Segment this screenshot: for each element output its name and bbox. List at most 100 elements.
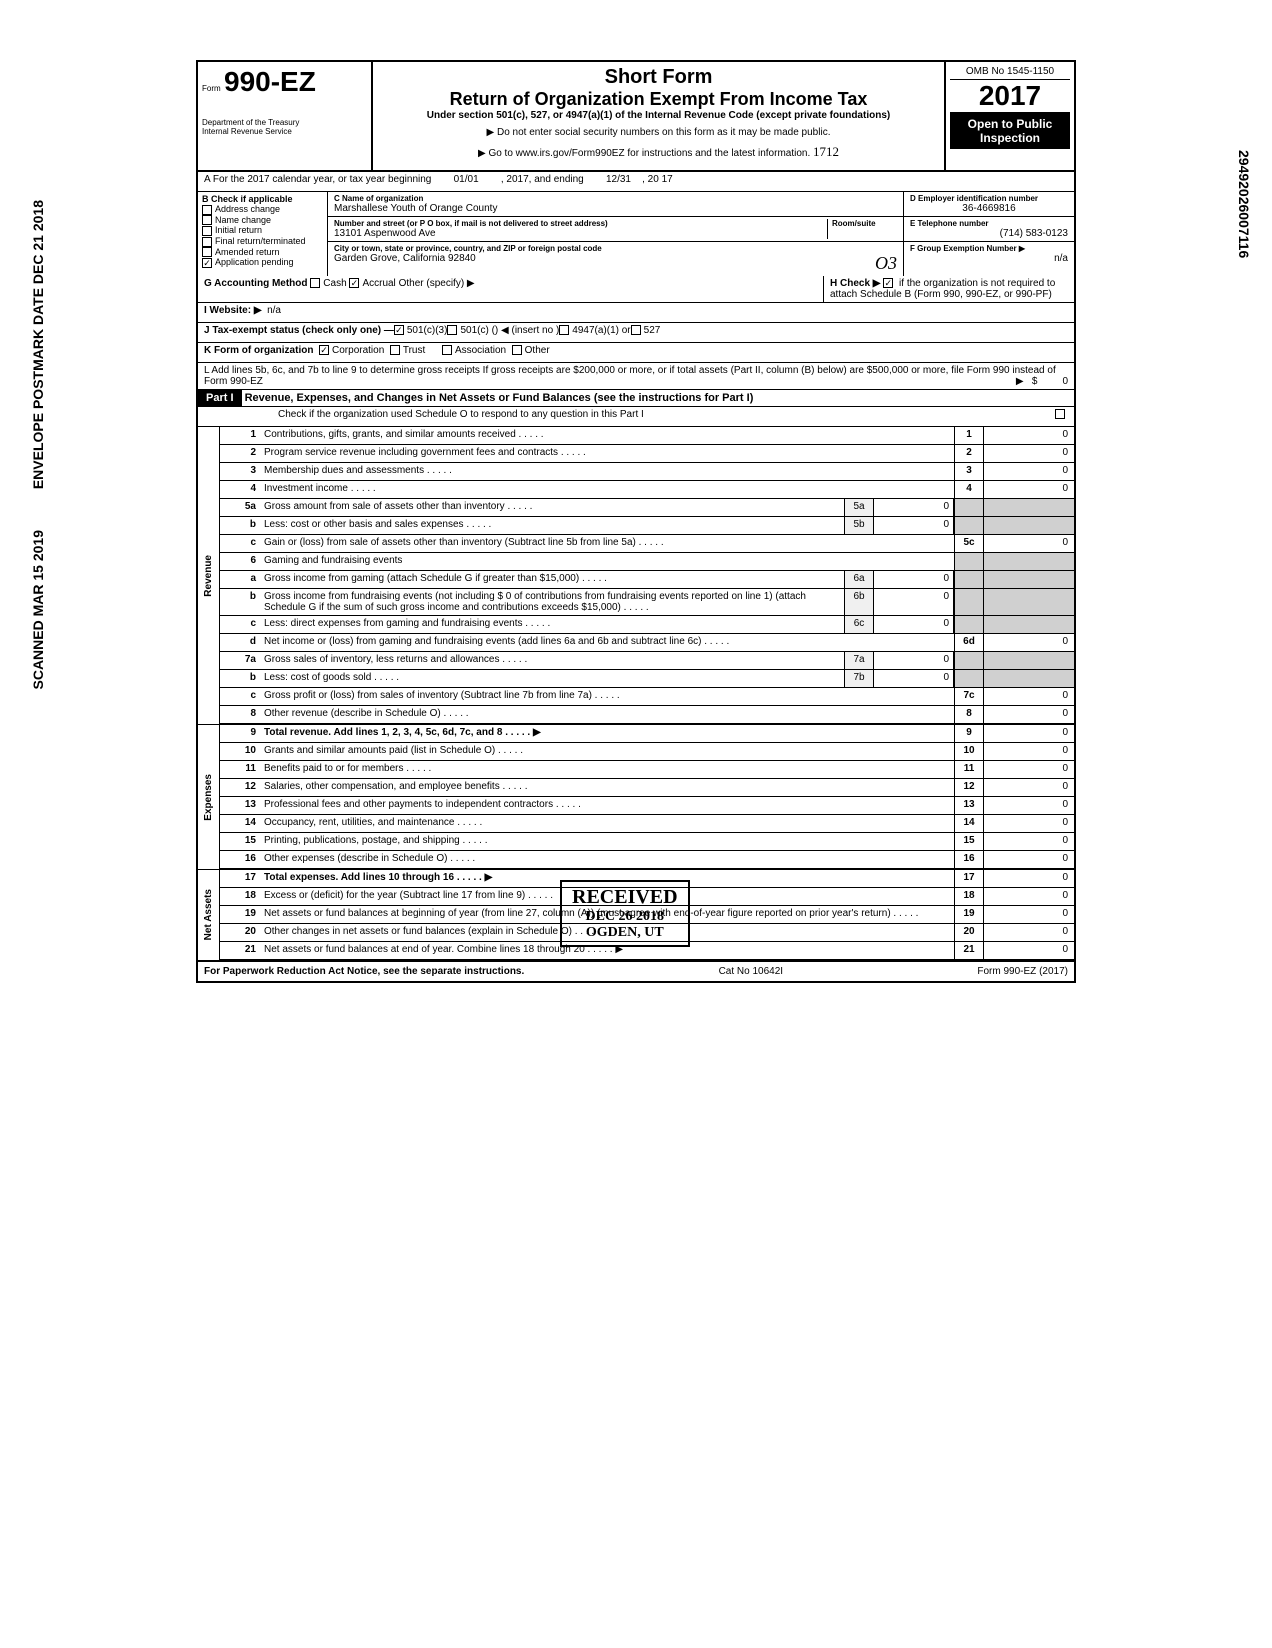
line-7a: 7aGross sales of inventory, less returns… [220,652,1074,670]
gross-receipts: 0 [1062,376,1068,387]
part1-header: Part I Revenue, Expenses, and Changes in… [198,390,1074,407]
trust-checkbox[interactable] [390,345,400,355]
shaded-cell [954,499,984,516]
line-description: Other revenue (describe in Schedule O) .… [260,706,954,723]
end-line-number: 20 [954,924,984,941]
header-center: Short Form Return of Organization Exempt… [373,62,944,170]
line-number: 2 [220,445,260,462]
end-line-number: 11 [954,761,984,778]
paperwork-notice: For Paperwork Reduction Act Notice, see … [204,966,524,977]
line-b: bLess: cost of goods sold . . . . .7b0 [220,670,1074,688]
expenses-section: Expenses 9Total revenue. Add lines 1, 2,… [198,724,1074,869]
cash-checkbox[interactable] [310,278,320,288]
shaded-cell [954,652,984,669]
mid-line-number: 5a [844,499,874,516]
end-line-value: 0 [984,797,1074,814]
line-number: c [220,535,260,552]
goto-instruction: ▶ Go to www.irs.gov/Form990EZ for instru… [381,144,936,160]
end-line-number: 4 [954,481,984,498]
end-line-value: 0 [984,535,1074,552]
line-3: 3Membership dues and assessments . . . .… [220,463,1074,481]
shaded-cell [954,670,984,687]
form-prefix: Form [202,84,221,93]
line-number: b [220,589,260,615]
amended-return-checkbox[interactable] [202,247,212,257]
open-public: Open to Public Inspection [950,113,1070,149]
schedule-b-checkbox[interactable] [883,278,893,288]
line-description: Less: direct expenses from gaming and fu… [260,616,844,633]
website: n/a [267,305,281,320]
side-number: 29492026007116 [1236,150,1252,258]
corp-checkbox[interactable] [319,345,329,355]
end-line-number: 15 [954,833,984,850]
line-description: Gaming and fundraising events [260,553,954,570]
line-d: dNet income or (loss) from gaming and fu… [220,634,1074,652]
501c3-checkbox[interactable] [394,325,404,335]
initial-return-checkbox[interactable] [202,226,212,236]
line-2: 2Program service revenue including gover… [220,445,1074,463]
line-number: 14 [220,815,260,832]
mid-line-value: 0 [874,652,954,669]
line-c: cGain or (loss) from sale of assets othe… [220,535,1074,553]
line-b: bGross income from fundraising events (n… [220,589,1074,616]
section-j: J Tax-exempt status (check only one) — 5… [198,323,1074,343]
line-number: 21 [220,942,260,959]
end-line-number: 7c [954,688,984,705]
mid-line-value: 0 [874,517,954,534]
line-8: 8Other revenue (describe in Schedule O) … [220,706,1074,724]
schedule-o-checkbox[interactable] [1055,409,1065,419]
header-left: Form 990-EZ Department of the Treasury I… [198,62,373,170]
end-line-value: 0 [984,924,1074,941]
shaded-cell [984,652,1074,669]
end-line-number: 17 [954,870,984,887]
shaded-cell [954,616,984,633]
line-c: cGross profit or (loss) from sales of in… [220,688,1074,706]
shaded-cell [954,553,984,570]
mid-line-value: 0 [874,499,954,516]
handwritten-o3: O3 [875,253,897,274]
line-number: 19 [220,906,260,923]
line-description: Grants and similar amounts paid (list in… [260,743,954,760]
end-line-number: 16 [954,851,984,868]
end-line-value: 0 [984,815,1074,832]
line-5a: 5aGross amount from sale of assets other… [220,499,1074,517]
revenue-section: Revenue 1Contributions, gifts, grants, a… [198,427,1074,724]
527-checkbox[interactable] [631,325,641,335]
line-number: 3 [220,463,260,480]
line-description: Gross amount from sale of assets other t… [260,499,844,516]
line-number: 18 [220,888,260,905]
address-change-checkbox[interactable] [202,205,212,215]
street-address: 13101 Aspenwood Ave [334,228,827,239]
other-checkbox[interactable] [512,345,522,355]
line-description: Contributions, gifts, grants, and simila… [260,427,954,444]
assoc-checkbox[interactable] [442,345,452,355]
line-description: Total revenue. Add lines 1, 2, 3, 4, 5c,… [260,725,954,742]
end-line-number: 19 [954,906,984,923]
end-line-number: 13 [954,797,984,814]
dept-treasury: Department of the Treasury [202,118,367,127]
line-number: 7a [220,652,260,669]
accrual-checkbox[interactable] [349,278,359,288]
line-number: 8 [220,706,260,723]
shaded-cell [954,517,984,534]
end-line-value: 0 [984,634,1074,651]
line-number: 13 [220,797,260,814]
shaded-cell [984,670,1074,687]
form-header: Form 990-EZ Department of the Treasury I… [198,62,1074,172]
line-number: c [220,688,260,705]
final-return-checkbox[interactable] [202,237,212,247]
4947-checkbox[interactable] [559,325,569,335]
end-line-number: 5c [954,535,984,552]
line-b: bLess: cost or other basis and sales exp… [220,517,1074,535]
line-9: 9Total revenue. Add lines 1, 2, 3, 4, 5c… [220,725,1074,743]
name-change-checkbox[interactable] [202,215,212,225]
line-number: 20 [220,924,260,941]
line-13: 13Professional fees and other payments t… [220,797,1074,815]
501c-checkbox[interactable] [447,325,457,335]
line-number: c [220,616,260,633]
section-k: K Form of organization Corporation Trust… [198,343,1074,363]
identity-section: B Check if applicable Address change Nam… [198,192,1074,276]
application-pending-checkbox[interactable] [202,258,212,268]
line-description: Other expenses (describe in Schedule O) … [260,851,954,868]
mid-line-value: 0 [874,670,954,687]
